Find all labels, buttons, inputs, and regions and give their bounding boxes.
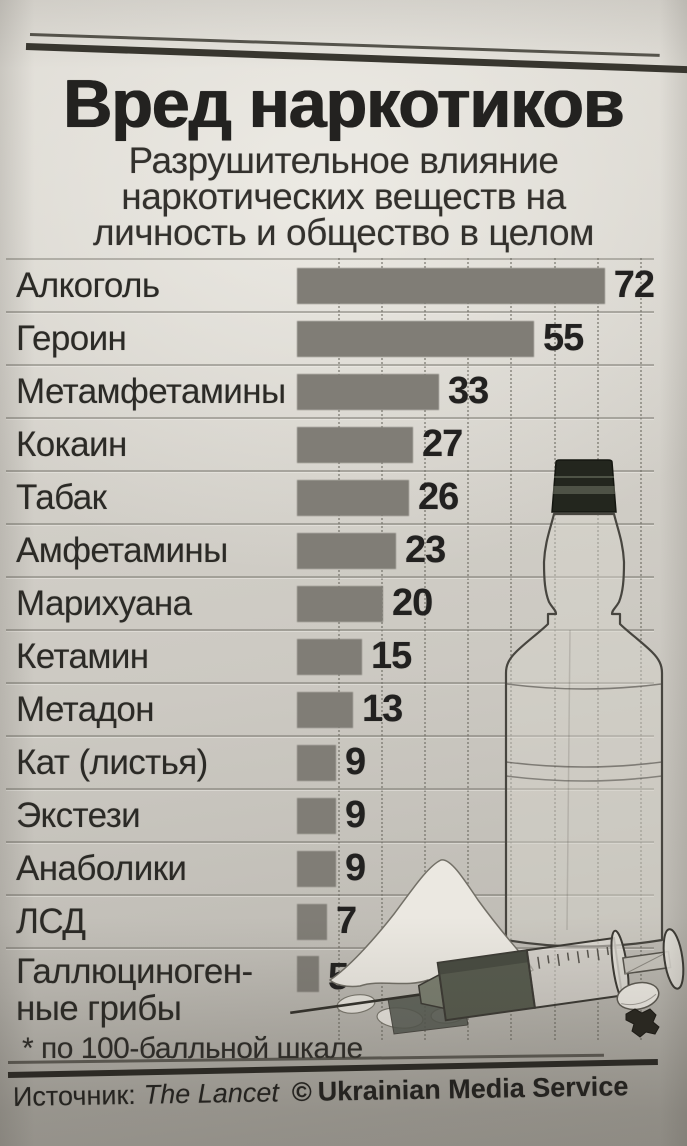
category-label-text: Метадон bbox=[16, 690, 155, 729]
category-label-text: Кат (листья) bbox=[16, 743, 208, 782]
chart-row: ЛСД 7 bbox=[6, 896, 654, 949]
source-name: The Lancet bbox=[143, 1077, 280, 1110]
category-label-text: Героин bbox=[16, 319, 127, 358]
harm-value: 27 bbox=[422, 423, 463, 465]
category-label-text: Метамфетамины bbox=[16, 372, 286, 411]
category-label: Марихуана bbox=[16, 585, 297, 622]
harm-bar bbox=[297, 744, 336, 781]
harm-value: 33 bbox=[448, 370, 489, 412]
category-label: ЛСД bbox=[16, 903, 297, 940]
category-label-text: Кетамин bbox=[16, 637, 149, 676]
chart-row: Кат (листья) 9 bbox=[6, 737, 654, 790]
harm-bar bbox=[297, 956, 319, 992]
harm-value: 9 bbox=[345, 847, 366, 889]
category-label-text: ЛСД bbox=[16, 902, 86, 941]
category-label: Героин bbox=[16, 320, 297, 357]
category-label-text: Кокаин bbox=[16, 425, 127, 464]
harm-bar bbox=[297, 479, 409, 516]
category-label-text: Марихуана bbox=[16, 584, 192, 623]
chart-row: Анаболики 9 bbox=[6, 843, 654, 896]
chart-row: Метамфетамины 33 bbox=[6, 366, 654, 419]
subtitle-line: Разрушительное влияние bbox=[128, 140, 559, 181]
harm-bar bbox=[297, 903, 327, 940]
page-title: Вред наркотиков bbox=[63, 66, 625, 142]
copyright-symbol: © bbox=[291, 1076, 312, 1108]
harm-value: 72 bbox=[613, 264, 655, 306]
chart-row: Героин 55 bbox=[6, 313, 654, 366]
category-label: Метамфетамины bbox=[16, 373, 297, 410]
source-owner: Ukrainian Media Service bbox=[317, 1071, 629, 1107]
harm-bar-chart: Алкоголь 72 Героин 55 Метамфетамины 33 Кокаин 2… bbox=[6, 258, 681, 1040]
category-label: Амфетамины bbox=[16, 532, 297, 569]
category-label-text: Алкоголь bbox=[16, 266, 160, 305]
category-label: Анаболики bbox=[16, 850, 297, 887]
chart-rows: Алкоголь 72 Героин 55 Метамфетамины 33 Кокаин 2… bbox=[6, 258, 655, 1041]
chart-row: Марихуана 20 bbox=[6, 578, 654, 631]
harm-bar bbox=[297, 691, 353, 728]
chart-row: Алкоголь 72 bbox=[6, 260, 655, 313]
harm-value: 26 bbox=[418, 476, 459, 518]
gridline bbox=[467, 258, 469, 1040]
category-label-text: Амфетамины bbox=[16, 531, 228, 570]
category-label-text: Экстези bbox=[16, 796, 141, 835]
harm-bar bbox=[297, 585, 383, 622]
chart-row: Метадон 13 bbox=[6, 684, 654, 737]
category-label: Экстези bbox=[16, 797, 297, 834]
category-label: Галлюциноген-ные грибы bbox=[16, 953, 297, 1027]
category-label: Алкоголь bbox=[16, 267, 297, 304]
category-label: Кокаин bbox=[16, 426, 297, 463]
harm-bar bbox=[297, 373, 439, 410]
harm-value: 23 bbox=[405, 529, 446, 571]
chart-subtitle: Разрушительное влияние наркотических вещ… bbox=[0, 140, 687, 253]
harm-value: 15 bbox=[371, 635, 412, 677]
harm-bar bbox=[297, 850, 336, 887]
harm-bar bbox=[297, 320, 534, 357]
chart-row: Кокаин 27 bbox=[6, 419, 654, 472]
category-label: Кетамин bbox=[16, 638, 297, 675]
gridline bbox=[424, 258, 426, 1040]
harm-bar bbox=[297, 797, 336, 834]
category-label-text: Анаболики bbox=[16, 849, 187, 888]
chart-row: Галлюциноген-ные грибы 5 bbox=[6, 949, 654, 1041]
harm-value: 5 bbox=[328, 956, 349, 998]
harm-value: 13 bbox=[362, 688, 403, 730]
subtitle-line: личность и общество в целом bbox=[93, 212, 595, 253]
category-label: Кат (листья) bbox=[16, 744, 297, 781]
category-label-text: Табак bbox=[16, 478, 107, 517]
category-label-text: Галлюциноген- bbox=[16, 952, 253, 991]
harm-value: 7 bbox=[336, 900, 357, 942]
chart-row: Амфетамины 23 bbox=[6, 525, 654, 578]
category-label: Метадон bbox=[16, 691, 297, 728]
harm-bar bbox=[297, 532, 396, 569]
harm-value: 20 bbox=[392, 582, 433, 624]
harm-bar bbox=[297, 426, 413, 463]
harm-bar bbox=[297, 267, 605, 304]
harm-bar bbox=[297, 638, 362, 675]
gridline bbox=[381, 258, 383, 1040]
category-label: Табак bbox=[16, 479, 297, 516]
harm-value: 9 bbox=[345, 794, 366, 836]
category-label-text: ные грибы bbox=[16, 989, 182, 1028]
chart-row: Табак 26 bbox=[6, 472, 654, 525]
subtitle-line: наркотических веществ на bbox=[121, 176, 566, 217]
chart-row: Экстези 9 bbox=[6, 790, 654, 843]
harm-value: 55 bbox=[543, 317, 584, 359]
chart-row: Кетамин 15 bbox=[6, 631, 654, 684]
source-line: Источник: The Lancet © Ukrainian Media Serv… bbox=[13, 1071, 629, 1113]
source-prefix: Источник: bbox=[12, 1079, 136, 1112]
harm-value: 9 bbox=[345, 741, 366, 783]
